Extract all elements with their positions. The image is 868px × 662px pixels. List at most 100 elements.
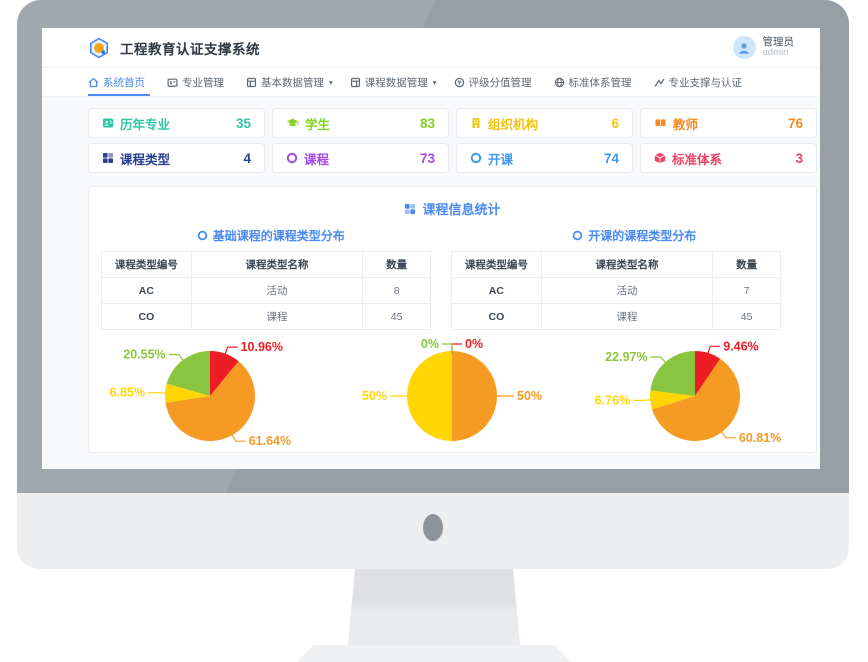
building-icon [472, 118, 480, 128]
grid-icon [103, 153, 113, 163]
table-header-cell: 课程类型名称 [540, 251, 714, 278]
monitor-chin [17, 493, 849, 569]
pie-chart-svg: 9.46% 60.81% 6.76% 22.97% [594, 339, 781, 445]
stat-label: 组织机构 [488, 117, 539, 132]
stat-value: 6 [611, 115, 619, 131]
svg-text:6.76%: 6.76% [594, 393, 629, 407]
svg-text:60.81%: 60.81% [739, 431, 781, 445]
nav-item-basic-data[interactable]: 基本数据管理 ▾ [246, 68, 333, 96]
table-cell: 8 [362, 277, 431, 304]
table-cell: 活动 [540, 277, 714, 304]
table-row: AC 活动 7 [451, 277, 781, 304]
table-cell: 45 [362, 303, 431, 330]
stat-value: 4 [243, 150, 251, 166]
nav-item-standard-system[interactable]: 标准体系管理 [554, 68, 637, 96]
stat-card-course-types[interactable]: 课程类型 4 [88, 143, 265, 173]
pie-chart-basic-course: 10.96% 61.64% 6.85% 20.55% [89, 332, 331, 456]
stat-label: 教师 [673, 117, 699, 132]
stat-card-courses[interactable]: 课程 73 [272, 143, 449, 173]
table-cell: 45 [712, 303, 781, 330]
stat-label: 历年专业 [120, 117, 171, 132]
page-title: 工程教育认证支撑系统 [120, 41, 260, 57]
monitor-button-dot [423, 514, 443, 541]
circle-icon [286, 152, 298, 164]
calendar-grid-icon [246, 77, 257, 87]
screen: 工程教育认证支撑系统 管理员 admin 系统首页 专业管理 [42, 28, 820, 469]
subtitle-basic-course-distribution: 基础课程的课程类型分布 [89, 227, 453, 244]
stat-card-history-majors[interactable]: 历年专业 35 [88, 108, 265, 138]
user-name: 管理员 [762, 36, 795, 48]
table-header-cell: 课程类型编号 [101, 251, 192, 278]
subtitle-offered-course-distribution: 开课的课程类型分布 [453, 227, 817, 244]
stat-card-organizations[interactable]: 组织机构 6 [456, 108, 633, 138]
monitor-stand-base [296, 645, 572, 662]
svg-text:20.55%: 20.55% [123, 348, 165, 362]
calendar-grid-icon [350, 77, 360, 87]
nav-item-home[interactable]: 系统首页 [88, 68, 150, 96]
main-area: 历年专业 35 学生 83 组织机构 6 [42, 97, 820, 469]
svg-text:0%: 0% [465, 337, 483, 351]
globe-icon [554, 77, 564, 87]
stat-value: 83 [419, 115, 435, 131]
grid-icon [405, 203, 416, 214]
table-header-cell: 课程类型编号 [451, 251, 542, 278]
table-cell: CO [451, 303, 542, 330]
basic-course-table: 课程类型编号 课程类型名称 数量 AC 活动 8 CO 课程 45 [101, 251, 431, 330]
stat-value: 35 [235, 115, 251, 131]
table-cell: AC [101, 277, 192, 304]
stat-value: 3 [795, 150, 803, 166]
cube-icon [654, 152, 666, 164]
svg-text:6.85%: 6.85% [110, 386, 145, 400]
table-header-row: 课程类型编号 课程类型名称 数量 [451, 251, 781, 278]
table-cell: AC [451, 277, 542, 304]
table-row: CO 课程 45 [451, 303, 781, 330]
stat-cards: 历年专业 35 学生 83 组织机构 6 [88, 108, 817, 173]
stat-label: 学生 [305, 117, 331, 132]
stat-value: 74 [603, 150, 619, 166]
svg-text:61.64%: 61.64% [249, 434, 291, 448]
user-menu[interactable]: 管理员 admin [732, 36, 795, 59]
course-statistics-panel: 课程信息统计 基础课程的课程类型分布 开课的课程类型分布 [88, 186, 817, 453]
nav-item-rating-score[interactable]: 评级分值管理 [454, 68, 537, 96]
stat-label: 开课 [488, 152, 514, 167]
pie-chart-middle: 0% 50% 50% 0% [331, 332, 573, 456]
app-logo-icon [88, 37, 110, 59]
user-id: admin [762, 47, 789, 59]
main-nav: 系统首页 专业管理 基本数据管理 ▾ 课程数据管理 ▾ 评级分值管理 标准体系管理 [42, 68, 820, 97]
table-cell: 活动 [190, 277, 364, 304]
pie-chart-svg: 10.96% 61.64% 6.85% 20.55% [110, 340, 291, 448]
nav-item-major-mgmt[interactable]: 专业管理 [167, 68, 229, 96]
nav-item-course-data[interactable]: 课程数据管理 ▾ [350, 68, 437, 96]
graduation-cap-icon [286, 118, 299, 127]
stat-card-standard-systems[interactable]: 标准体系 3 [640, 143, 817, 173]
stat-card-teachers[interactable]: 教师 76 [640, 108, 817, 138]
tables-row: 课程类型编号 课程类型名称 数量 AC 活动 8 CO 课程 45 课程类型编号 课程类型名称 数量… [89, 251, 816, 330]
pie-chart-svg: 0% 50% 50% 0% [362, 337, 542, 441]
svg-text:10.96%: 10.96% [241, 340, 283, 354]
svg-text:9.46%: 9.46% [723, 339, 758, 353]
spinner-circle-icon [470, 152, 482, 164]
contact-book-icon [103, 118, 113, 128]
monitor-stand-neck [348, 569, 520, 645]
nav-item-major-support[interactable]: 专业支撑与认证 [654, 68, 748, 96]
stat-label: 标准体系 [672, 152, 723, 167]
id-card-icon [167, 78, 178, 87]
coin-icon [454, 77, 464, 87]
circle-icon [197, 230, 208, 241]
pie-charts-row: 10.96% 61.64% 6.85% 20.55% 0% 50% 50% 0% 9.46%… [89, 332, 816, 456]
table-header-cell: 课程类型名称 [190, 251, 364, 278]
avatar [732, 36, 756, 59]
table-cell: 课程 [190, 303, 364, 330]
stat-card-students[interactable]: 学生 83 [272, 108, 449, 138]
stat-value: 73 [419, 150, 435, 166]
svg-text:50%: 50% [362, 389, 387, 403]
trend-chart-icon [654, 78, 664, 87]
svg-text:50%: 50% [517, 389, 542, 403]
table-header-cell: 数量 [362, 251, 431, 278]
table-row: CO 课程 45 [101, 303, 431, 330]
table-row: AC 活动 8 [101, 277, 431, 304]
app-header: 工程教育认证支撑系统 管理员 admin [42, 28, 820, 68]
svg-text:22.97%: 22.97% [605, 350, 647, 364]
stat-label: 课程类型 [120, 152, 171, 167]
stat-card-offered-courses[interactable]: 开课 74 [456, 143, 633, 173]
